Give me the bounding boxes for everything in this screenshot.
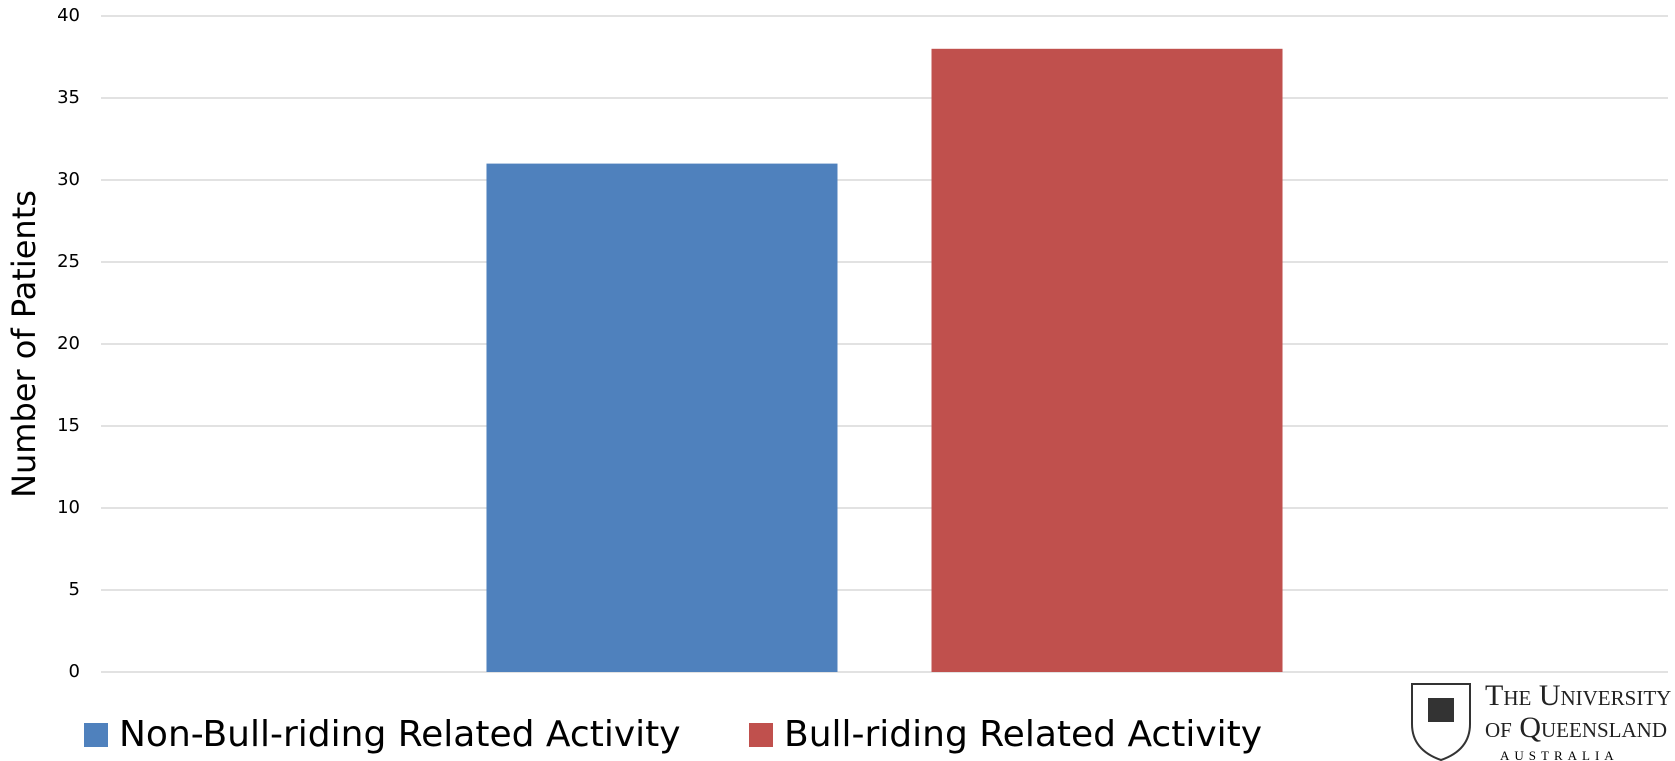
- y-axis-label: Number of Patients: [5, 190, 43, 498]
- y-tick-label: 30: [57, 169, 80, 190]
- logo-line: AUSTRALIA: [1500, 748, 1619, 761]
- y-tick-label: 10: [57, 497, 80, 518]
- y-tick-label: 15: [57, 415, 80, 436]
- logo-emblem: [1428, 698, 1454, 722]
- bar: [931, 48, 1283, 673]
- legend-swatch: [749, 723, 773, 747]
- bar: [486, 163, 838, 672]
- y-tick-label: 0: [69, 661, 80, 682]
- y-tick-label: 25: [57, 251, 80, 272]
- logo-line: of Queensland: [1485, 711, 1667, 744]
- y-tick-label: 5: [69, 579, 80, 600]
- logo-line: The University: [1485, 679, 1671, 712]
- legend-label: Bull-riding Related Activity: [784, 714, 1262, 755]
- logo: The University of Queensland AUSTRALIA: [1411, 679, 1671, 761]
- y-tick-label: 40: [57, 5, 80, 26]
- y-tick-label: 35: [57, 87, 80, 108]
- legend-label: Non-Bull-riding Related Activity: [119, 714, 681, 755]
- y-tick-label: 20: [57, 333, 80, 354]
- legend-swatch: [84, 723, 108, 747]
